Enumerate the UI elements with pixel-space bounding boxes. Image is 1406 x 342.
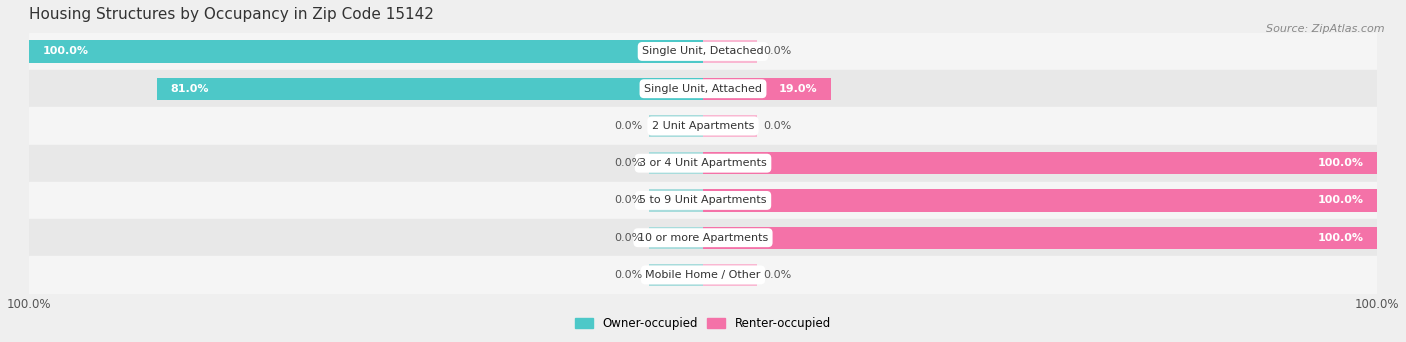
Text: Single Unit, Attached: Single Unit, Attached [644, 84, 762, 94]
Text: 10 or more Apartments: 10 or more Apartments [638, 233, 768, 243]
Legend: Owner-occupied, Renter-occupied: Owner-occupied, Renter-occupied [571, 312, 835, 334]
Bar [703, 40, 756, 63]
Text: 19.0%: 19.0% [779, 84, 817, 94]
Bar [30, 182, 1376, 219]
Text: 0.0%: 0.0% [763, 121, 792, 131]
Bar [30, 107, 1376, 145]
Text: 0.0%: 0.0% [614, 195, 643, 206]
Bar [30, 70, 1376, 107]
Text: Mobile Home / Other: Mobile Home / Other [645, 270, 761, 280]
Bar [650, 226, 703, 249]
Text: 5 to 9 Unit Apartments: 5 to 9 Unit Apartments [640, 195, 766, 206]
Bar [650, 115, 703, 137]
Text: 100.0%: 100.0% [1317, 195, 1364, 206]
Text: Housing Structures by Occupancy in Zip Code 15142: Housing Structures by Occupancy in Zip C… [30, 7, 434, 22]
Bar [650, 189, 703, 212]
Text: 3 or 4 Unit Apartments: 3 or 4 Unit Apartments [640, 158, 766, 168]
Bar [703, 152, 1376, 174]
Text: 81.0%: 81.0% [170, 84, 209, 94]
Bar [703, 226, 1376, 249]
Bar [30, 256, 1376, 293]
Text: 100.0%: 100.0% [1317, 233, 1364, 243]
Text: 0.0%: 0.0% [614, 121, 643, 131]
Bar [650, 264, 703, 286]
Text: Source: ZipAtlas.com: Source: ZipAtlas.com [1267, 24, 1385, 34]
Bar [30, 219, 1376, 256]
Text: 0.0%: 0.0% [614, 270, 643, 280]
Text: 0.0%: 0.0% [763, 47, 792, 56]
Bar [30, 145, 1376, 182]
Text: 0.0%: 0.0% [614, 158, 643, 168]
Text: 0.0%: 0.0% [763, 270, 792, 280]
Text: 0.0%: 0.0% [614, 233, 643, 243]
Bar [703, 78, 831, 100]
Bar [30, 40, 703, 63]
Text: 2 Unit Apartments: 2 Unit Apartments [652, 121, 754, 131]
Text: 100.0%: 100.0% [1317, 158, 1364, 168]
Bar [30, 33, 1376, 70]
Bar [650, 152, 703, 174]
Bar [157, 78, 703, 100]
Bar [703, 115, 756, 137]
Bar [703, 189, 1376, 212]
Text: Single Unit, Detached: Single Unit, Detached [643, 47, 763, 56]
Bar [703, 264, 756, 286]
Text: 100.0%: 100.0% [42, 47, 89, 56]
